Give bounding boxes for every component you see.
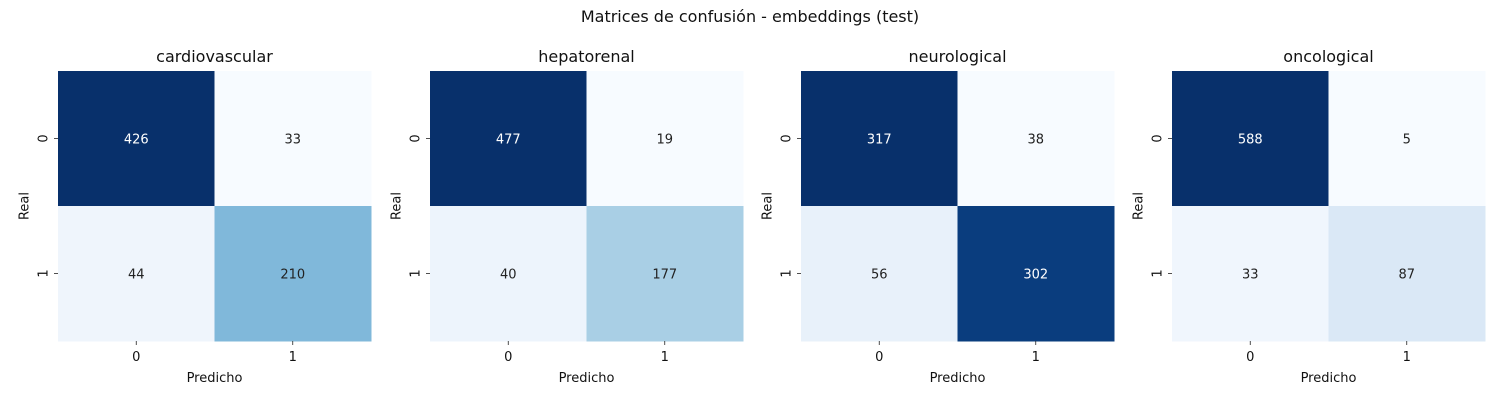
panel-title: hepatorenal <box>538 47 634 66</box>
heatmap-cell <box>214 206 372 342</box>
heatmap-panel-neurological: neurological 317 38 56 302 0 1 0 1 Predicho Real <box>761 47 1115 386</box>
cell-value: 317 <box>867 133 892 148</box>
heatmap-cell <box>430 206 587 342</box>
y-axis-label: Real <box>390 192 405 220</box>
heatmap-cell <box>586 206 744 342</box>
x-tick-label: 1 <box>661 350 669 365</box>
cell-value: 40 <box>500 268 517 283</box>
cell-value: 426 <box>124 133 149 148</box>
x-axis-label: Predicho <box>1301 371 1357 386</box>
cell-value: 38 <box>1027 133 1044 148</box>
heatmap-cell <box>801 206 958 342</box>
heatmap-cell <box>1328 206 1486 342</box>
y-tick-label: 1 <box>409 269 424 277</box>
figure-title: Matrices de confusión - embeddings (test… <box>581 7 919 26</box>
x-tick-label: 0 <box>132 350 140 365</box>
x-tick-label: 1 <box>1032 350 1040 365</box>
x-axis-label: Predicho <box>187 371 243 386</box>
heatmap-cell <box>586 71 744 207</box>
panel-title: cardiovascular <box>156 47 273 66</box>
heatmap-cell <box>58 206 215 342</box>
x-tick-label: 0 <box>875 350 883 365</box>
heatmap-panel-oncological: oncological 588 5 33 87 0 1 0 1 Predicho Real <box>1132 47 1486 386</box>
cell-value: 33 <box>284 133 301 148</box>
cell-value: 87 <box>1398 268 1415 283</box>
heatmap-cell <box>957 71 1115 207</box>
cell-value: 588 <box>1238 133 1263 148</box>
y-tick-label: 0 <box>780 134 795 142</box>
y-axis-label: Real <box>18 192 33 220</box>
x-tick-label: 1 <box>1403 350 1411 365</box>
cell-value: 302 <box>1023 268 1048 283</box>
y-tick-label: 0 <box>37 134 52 142</box>
cell-value: 5 <box>1403 133 1411 148</box>
panel-title: neurological <box>908 47 1006 66</box>
heatmap-cell <box>430 71 587 207</box>
heatmap-cell <box>1172 206 1329 342</box>
y-tick-label: 1 <box>37 269 52 277</box>
y-axis-label: Real <box>761 192 776 220</box>
cell-value: 33 <box>1242 268 1259 283</box>
heatmap-cell <box>214 71 372 207</box>
x-tick-label: 0 <box>1246 350 1254 365</box>
cell-value: 44 <box>128 268 145 283</box>
heatmap-panel-cardiovascular: cardiovascular 426 33 44 210 0 1 0 1 Predicho Real <box>18 47 372 386</box>
heatmap-cell <box>957 206 1115 342</box>
cell-value: 477 <box>496 133 521 148</box>
panel-title: oncological <box>1283 47 1373 66</box>
x-axis-label: Predicho <box>559 371 615 386</box>
y-tick-label: 1 <box>1151 269 1166 277</box>
y-tick-label: 0 <box>1151 134 1166 142</box>
heatmap-cell <box>801 71 958 207</box>
cell-value: 210 <box>280 268 305 283</box>
y-tick-label: 1 <box>780 269 795 277</box>
cell-value: 19 <box>656 133 673 148</box>
heatmap-cell <box>58 71 215 207</box>
heatmap-panel-hepatorenal: hepatorenal 477 19 40 177 0 1 0 1 Predicho Real <box>390 47 744 386</box>
heatmap-cell <box>1172 71 1329 207</box>
x-axis-label: Predicho <box>930 371 986 386</box>
x-tick-label: 0 <box>504 350 512 365</box>
x-tick-label: 1 <box>289 350 297 365</box>
y-tick-label: 0 <box>409 134 424 142</box>
y-axis-label: Real <box>1132 192 1147 220</box>
heatmap-cell <box>1328 71 1486 207</box>
cell-value: 56 <box>871 268 888 283</box>
cell-value: 177 <box>652 268 677 283</box>
